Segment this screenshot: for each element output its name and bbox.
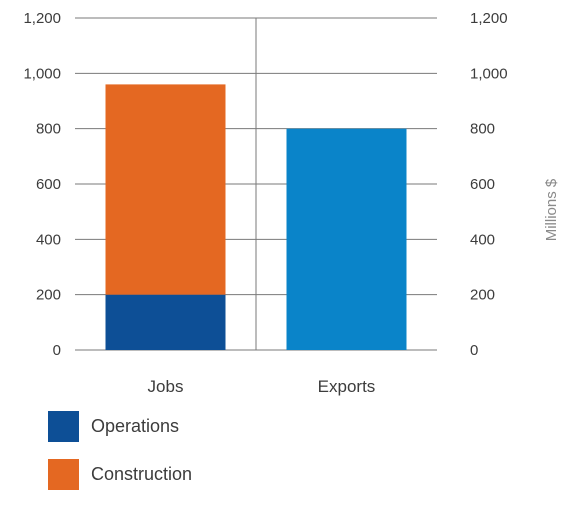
y-tick-left: 400 (36, 231, 61, 248)
y-axis-left-ticks: 0 200 400 600 800 1,000 1,200 (23, 10, 61, 359)
bar-jobs-series-1 (105, 84, 226, 295)
y-tick-right: 200 (470, 287, 495, 304)
legend-label-operations: Operations (91, 416, 180, 436)
legend-item-construction: Construction (48, 459, 192, 490)
y-tick-left: 600 (36, 176, 61, 193)
y-tick-right: 400 (470, 231, 495, 248)
bars (105, 84, 407, 350)
bar-jobs-series-0 (105, 294, 226, 350)
y-tick-right: 0 (470, 342, 478, 359)
y-tick-left: 1,200 (23, 10, 61, 27)
legend: Operations Construction (48, 411, 192, 507)
x-category-label: Exports (318, 377, 376, 396)
y-tick-left: 800 (36, 121, 61, 138)
y-tick-left: 200 (36, 287, 61, 304)
legend-item-operations: Operations (48, 411, 192, 442)
x-category-label: Jobs (148, 377, 184, 396)
y-axis-right-title: Millions $ (543, 178, 560, 241)
y-tick-left: 1,000 (23, 65, 61, 82)
y-tick-right: 800 (470, 121, 495, 138)
legend-swatch-operations (48, 411, 79, 442)
y-tick-right: 600 (470, 176, 495, 193)
bar-exports-series-2 (286, 128, 407, 350)
y-tick-left: 0 (53, 342, 61, 359)
legend-label-construction: Construction (91, 464, 193, 484)
y-tick-right: 1,200 (470, 10, 508, 27)
y-tick-right: 1,000 (470, 65, 508, 82)
legend-swatch-construction (48, 459, 79, 490)
bar-chart: 0 200 400 600 800 1,000 1,200 0 200 400 600 800 1,0… (23, 10, 560, 396)
x-axis-categories: Jobs Exports (148, 377, 376, 396)
y-axis-right-ticks: 0 200 400 600 800 1,000 1,200 (470, 10, 508, 359)
